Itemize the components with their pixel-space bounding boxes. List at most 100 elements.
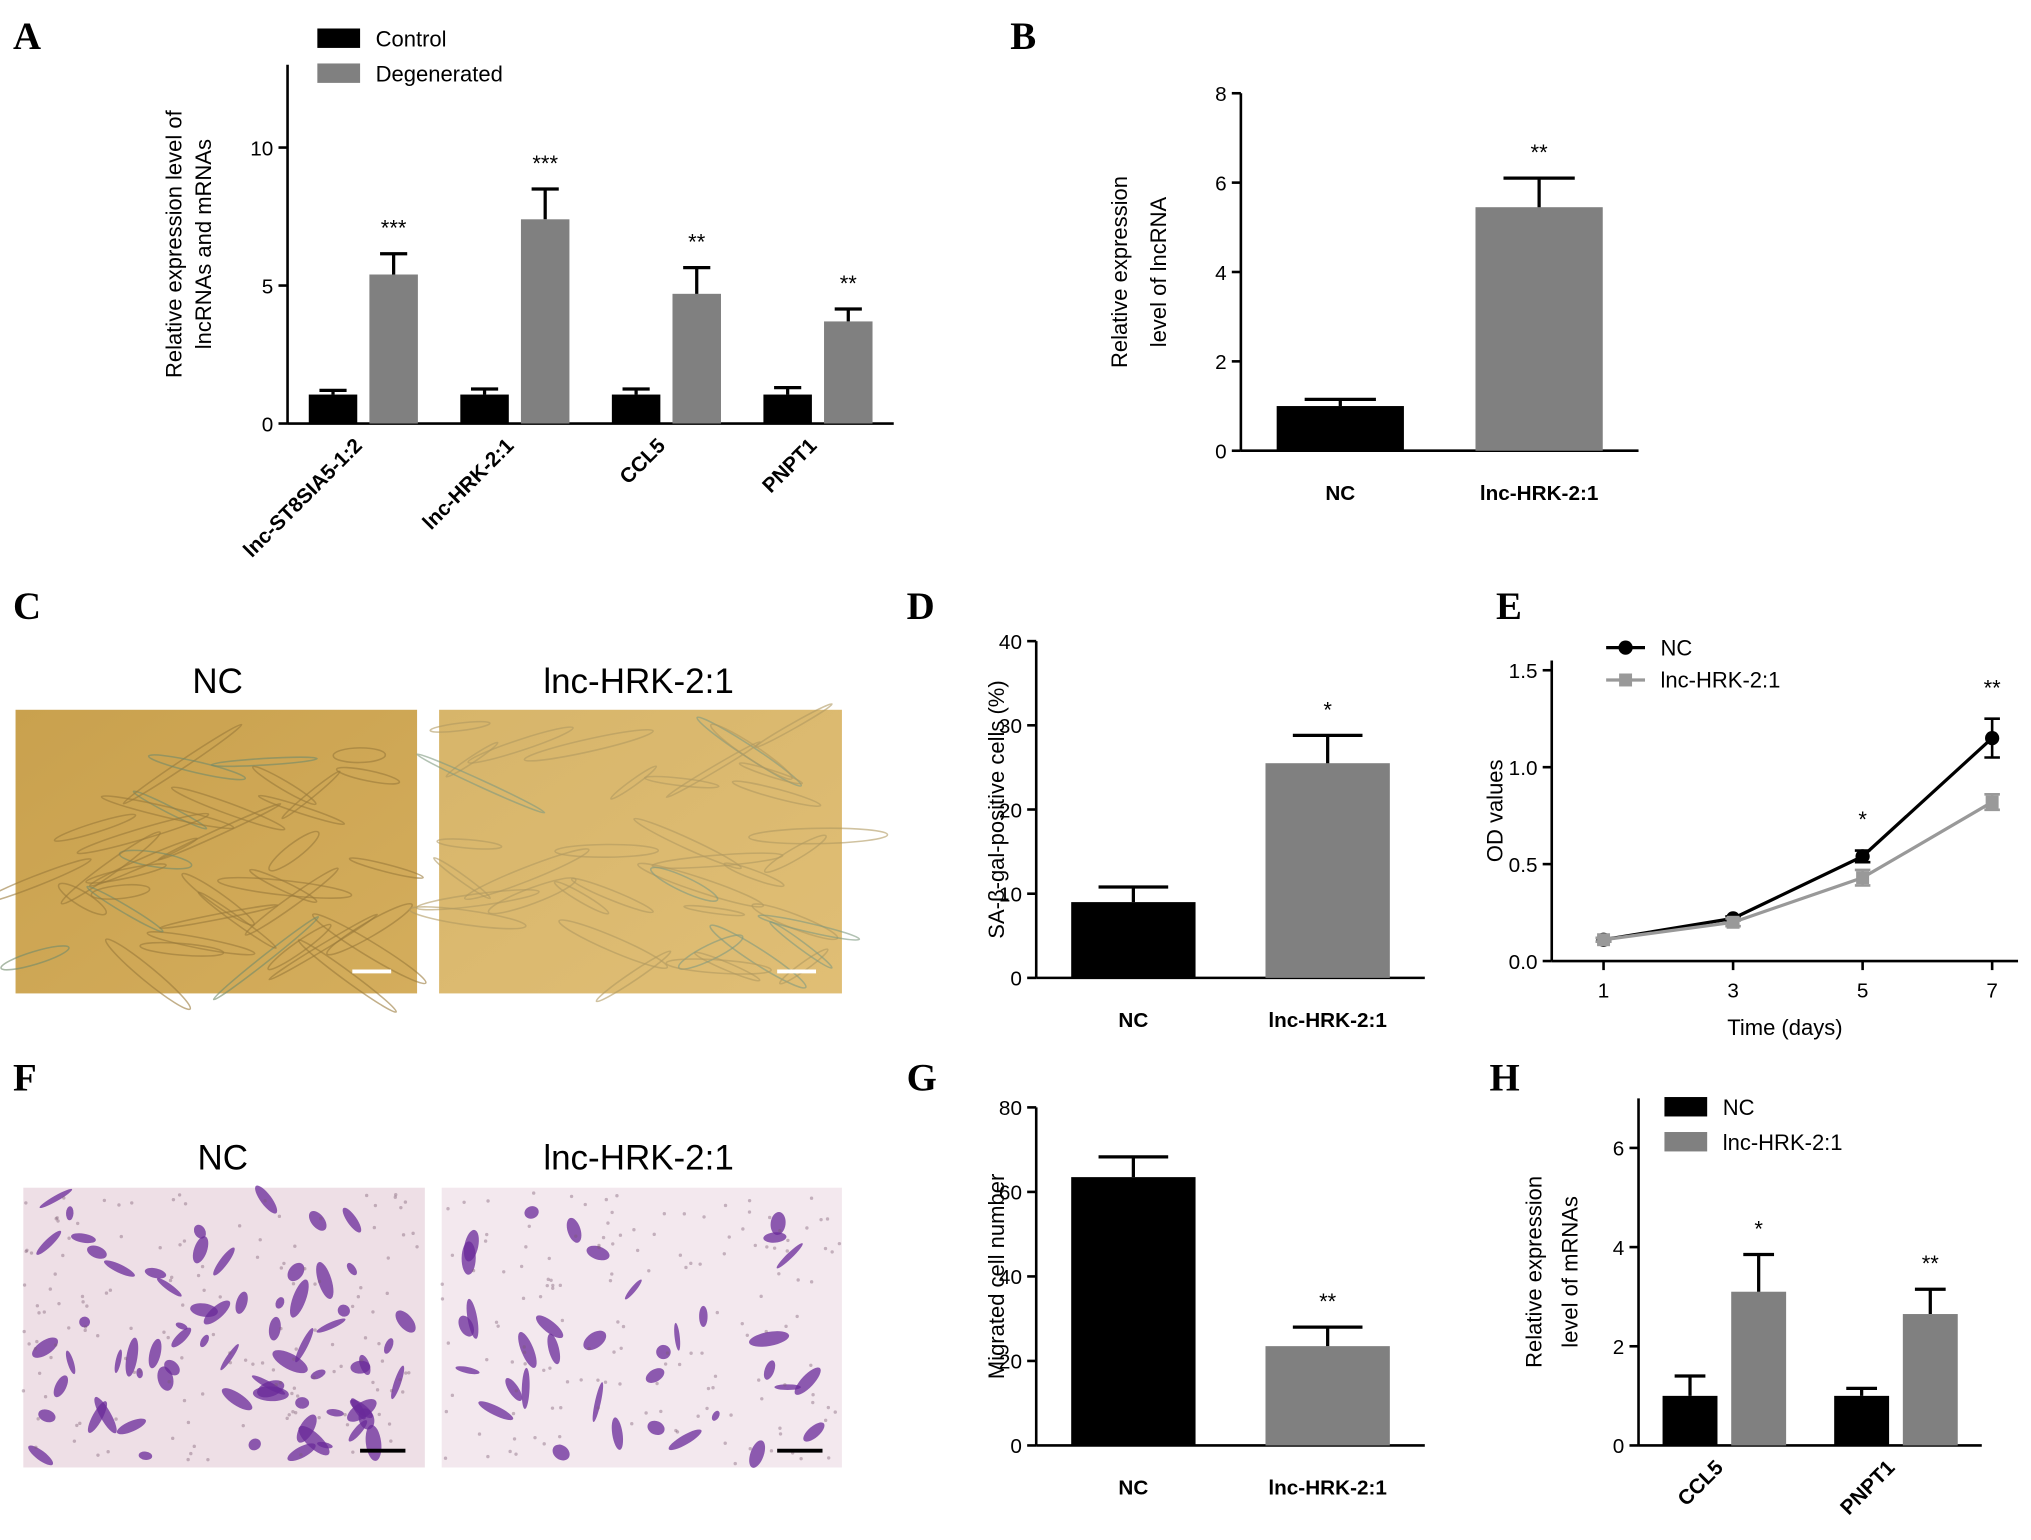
y-tick-label: 1.5	[1509, 660, 1538, 683]
pore	[550, 1406, 555, 1410]
pore	[108, 1288, 113, 1292]
error-bar	[470, 387, 499, 395]
pore	[186, 1457, 190, 1462]
panel-letter: B	[1010, 15, 1036, 58]
cell	[257, 794, 346, 826]
pore	[502, 1270, 506, 1274]
pore	[61, 1253, 65, 1258]
pore	[356, 1295, 361, 1299]
pore	[523, 1362, 527, 1366]
pore	[723, 1203, 728, 1208]
legend-label: NC	[1723, 1095, 1755, 1120]
cell	[647, 1420, 665, 1435]
pore	[538, 1294, 543, 1299]
cell	[193, 1224, 206, 1239]
bar	[308, 394, 358, 424]
cell	[749, 1440, 766, 1468]
error-bar	[1674, 1374, 1706, 1396]
cell	[57, 882, 108, 916]
pore	[514, 1389, 518, 1393]
pore	[753, 1243, 757, 1248]
pore	[723, 1441, 727, 1445]
pore	[295, 1394, 300, 1398]
pore	[741, 1227, 745, 1231]
pore	[177, 1193, 182, 1197]
pore	[551, 1283, 555, 1288]
significance: **	[1922, 1251, 1940, 1276]
pore	[548, 1366, 552, 1370]
pore	[78, 1421, 82, 1426]
x-tick-label: lnc-HRK-2:1	[1268, 1477, 1387, 1500]
pore	[192, 1444, 196, 1449]
pore	[444, 1409, 449, 1414]
pore	[85, 1304, 89, 1308]
y-tick-label: 0	[1215, 441, 1227, 464]
legend-swatch	[317, 28, 361, 48]
cell	[53, 1375, 69, 1398]
y-tick-label: 0	[1010, 968, 1022, 991]
pore	[483, 1239, 488, 1243]
pore	[312, 1375, 316, 1380]
error-bar	[622, 387, 650, 395]
cell	[251, 1375, 286, 1395]
pore	[330, 1342, 335, 1347]
pore	[171, 1436, 175, 1440]
pore	[696, 1414, 700, 1418]
error-bar	[1098, 1155, 1169, 1178]
cell	[38, 1409, 56, 1423]
significance: *	[1858, 807, 1867, 832]
cell	[104, 1260, 135, 1277]
y-tick-label: 10	[250, 137, 273, 160]
pore	[711, 1386, 715, 1390]
pore	[521, 1296, 526, 1301]
pore	[211, 1332, 216, 1337]
pore	[102, 1198, 107, 1203]
pore	[823, 1418, 828, 1423]
pore	[389, 1439, 393, 1443]
pore	[313, 1282, 317, 1286]
cell	[570, 877, 654, 914]
cell	[125, 1337, 139, 1377]
pore	[809, 1196, 814, 1200]
y-tick-label: 2	[1613, 1336, 1625, 1359]
cell	[757, 914, 861, 941]
pore	[819, 1217, 823, 1222]
pore	[291, 1282, 296, 1286]
pore	[450, 1393, 455, 1398]
pore	[363, 1336, 368, 1340]
pore	[351, 1450, 355, 1454]
pore	[560, 1318, 565, 1323]
pore	[705, 1406, 709, 1411]
pore	[35, 1304, 40, 1308]
pore	[678, 1253, 683, 1257]
cell	[348, 857, 424, 879]
pore	[778, 1432, 783, 1436]
pore	[279, 1266, 284, 1270]
cell	[518, 1332, 537, 1368]
image-label: lnc-HRK-2:1	[543, 1139, 733, 1178]
cell	[251, 765, 317, 806]
pore	[228, 1360, 233, 1365]
legend-label: Degenerated	[376, 62, 503, 87]
cell	[523, 728, 654, 762]
pore	[715, 1310, 719, 1315]
error-bar	[1098, 885, 1169, 903]
pore	[393, 1195, 397, 1199]
pore	[180, 1356, 184, 1360]
pore	[596, 1378, 600, 1382]
pore	[759, 1294, 763, 1299]
cell	[311, 913, 427, 985]
pore	[178, 1243, 182, 1247]
pore	[166, 1335, 170, 1340]
pore	[827, 1456, 831, 1460]
cell	[731, 780, 822, 808]
pore	[524, 1245, 528, 1249]
cell	[633, 817, 742, 870]
pore	[477, 1432, 482, 1436]
cell	[249, 868, 318, 904]
pore	[80, 1294, 85, 1299]
pore	[104, 1291, 109, 1295]
pore	[579, 1378, 583, 1382]
cell	[104, 938, 192, 1011]
cell	[71, 1233, 96, 1244]
